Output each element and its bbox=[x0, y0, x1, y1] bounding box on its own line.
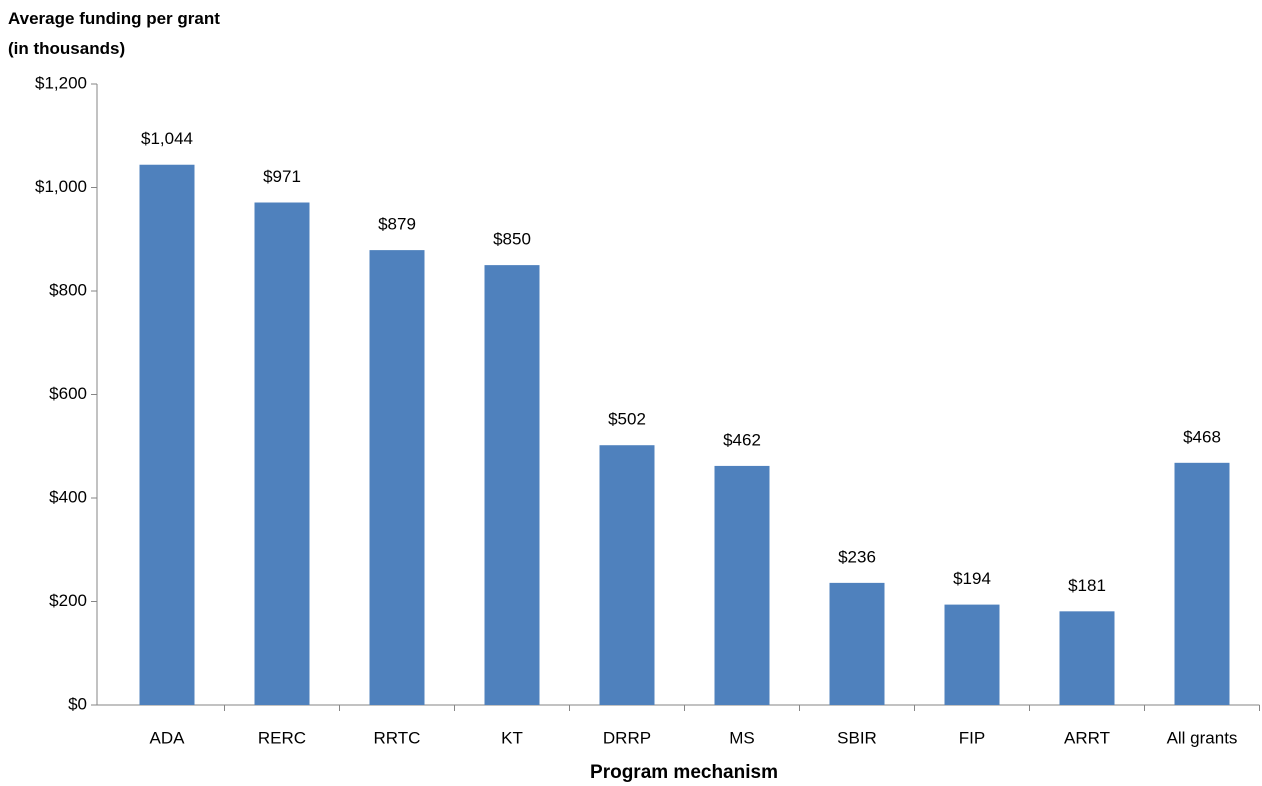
data-label: $468 bbox=[1183, 427, 1221, 446]
y-tick-label: $1,200 bbox=[35, 73, 87, 92]
data-label: $236 bbox=[838, 547, 876, 566]
x-tick-label: ARRT bbox=[1064, 728, 1110, 747]
y-tick-label: $400 bbox=[49, 487, 87, 506]
bar bbox=[944, 604, 1000, 705]
x-axis-title: Program mechanism bbox=[590, 762, 778, 783]
bar bbox=[254, 202, 310, 705]
x-tick-label: RERC bbox=[258, 728, 306, 747]
y-tick-label: $1,000 bbox=[35, 177, 87, 196]
bar bbox=[1059, 611, 1115, 705]
bar bbox=[1174, 462, 1230, 705]
x-tick-label: RRTC bbox=[374, 728, 421, 747]
y-tick-label: $800 bbox=[49, 280, 87, 299]
x-tick-label: MS bbox=[729, 728, 755, 747]
y-axis-title: Average funding per grant (in thousands) bbox=[8, 9, 220, 58]
x-tick-label: KT bbox=[501, 728, 523, 747]
x-tick-label: FIP bbox=[959, 728, 985, 747]
x-tick-label: All grants bbox=[1167, 728, 1238, 747]
data-label: $1,044 bbox=[141, 129, 193, 148]
x-tick-label: ADA bbox=[150, 728, 186, 747]
x-tick-label: DRRP bbox=[603, 728, 651, 747]
data-label: $502 bbox=[608, 410, 646, 429]
bar bbox=[139, 164, 195, 706]
bar bbox=[829, 582, 885, 705]
data-label: $194 bbox=[953, 569, 991, 588]
x-tick-label: SBIR bbox=[837, 728, 877, 747]
data-label: $850 bbox=[493, 230, 531, 249]
bar bbox=[714, 465, 770, 705]
y-tick-label: $200 bbox=[49, 591, 87, 610]
y-tick-label: $0 bbox=[68, 694, 87, 713]
data-label: $971 bbox=[263, 167, 301, 186]
data-label: $462 bbox=[723, 430, 761, 449]
data-label: $879 bbox=[378, 215, 416, 234]
data-label: $181 bbox=[1068, 576, 1106, 595]
bar bbox=[369, 250, 425, 705]
bar bbox=[599, 445, 655, 705]
bar bbox=[484, 265, 540, 705]
y-tick-label: $600 bbox=[49, 384, 87, 403]
